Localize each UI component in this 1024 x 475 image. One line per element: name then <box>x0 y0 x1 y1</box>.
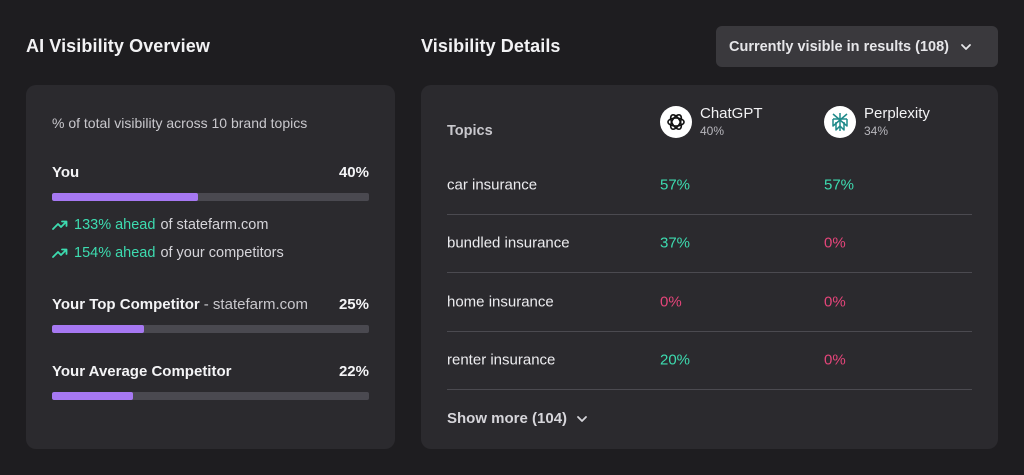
perplexity-visibility-cell: 0% <box>824 351 846 369</box>
table-row: car insurance 57% 57% <box>447 156 972 215</box>
table-row: bundled insurance 37% 0% <box>447 215 972 273</box>
chatgpt-visibility-cell: 0% <box>660 293 682 311</box>
topic-name: renter insurance <box>447 351 556 369</box>
chatgpt-visibility-cell: 57% <box>660 176 691 194</box>
openai-logo-icon <box>660 106 692 138</box>
avg-competitor-bar <box>52 392 369 400</box>
ahead-rest: of your competitors <box>160 245 284 261</box>
avg-competitor-label: Your Average Competitor <box>52 363 232 380</box>
top-competitor-value: 25% <box>338 296 369 313</box>
ahead-statefarm: 133% ahead of statefarm.com <box>52 217 268 233</box>
trending-up-icon <box>52 247 68 259</box>
avg-competitor-bar-fill <box>52 392 133 400</box>
top-competitor-bar-fill <box>52 325 144 333</box>
overview-caption: % of total visibility across 10 brand to… <box>52 115 308 131</box>
chatgpt-visibility-cell: 20% <box>660 351 691 369</box>
ahead-highlight: 133% ahead <box>74 217 156 233</box>
top-competitor-bar <box>52 325 369 333</box>
you-label: You <box>52 164 80 181</box>
details-panel: Topics ChatGPT 40% <box>421 85 998 449</box>
engine-header-chatgpt: ChatGPT 40% <box>660 105 763 139</box>
you-metric: You 40% <box>52 164 369 181</box>
show-more-label: Show more (104) <box>447 410 568 427</box>
you-value: 40% <box>338 164 369 181</box>
topics-header: Topics <box>447 123 493 139</box>
engine-name: Perplexity <box>864 105 930 122</box>
table-row: renter insurance 20% 0% <box>447 332 972 390</box>
perplexity-visibility-cell: 57% <box>824 176 855 194</box>
engine-header-perplexity: Perplexity 34% <box>824 105 930 139</box>
engine-pct: 34% <box>864 124 889 138</box>
chevron-down-icon <box>959 40 973 54</box>
filter-label: Currently visible in results (108) <box>729 38 949 55</box>
overview-title: AI Visibility Overview <box>26 36 210 56</box>
trending-up-icon <box>52 219 68 231</box>
top-competitor-label: Your Top Competitor - statefarm.com <box>52 296 308 313</box>
chatgpt-visibility-cell: 37% <box>660 234 691 252</box>
chevron-down-icon <box>575 412 589 426</box>
perplexity-visibility-cell: 0% <box>824 234 846 252</box>
you-bar <box>52 193 369 201</box>
visibility-filter-dropdown[interactable]: Currently visible in results (108) <box>716 26 998 67</box>
details-title: Visibility Details <box>421 36 561 56</box>
topic-name: home insurance <box>447 293 554 311</box>
table-row: home insurance 0% 0% <box>447 273 972 332</box>
perplexity-visibility-cell: 0% <box>824 293 846 311</box>
overview-panel: % of total visibility across 10 brand to… <box>26 85 395 449</box>
top-competitor-metric: Your Top Competitor - statefarm.com 25% <box>52 296 369 313</box>
avg-competitor-metric: Your Average Competitor 22% <box>52 363 369 380</box>
ahead-highlight: 154% ahead <box>74 245 156 261</box>
topic-name: bundled insurance <box>447 234 570 252</box>
top-competitor-domain: - statefarm.com <box>203 296 308 313</box>
you-bar-fill <box>52 193 198 201</box>
engine-pct: 40% <box>700 124 725 138</box>
show-more-button[interactable]: Show more (104) <box>447 410 589 427</box>
ahead-rest: of statefarm.com <box>160 217 269 233</box>
top-competitor-title: Your Top Competitor <box>52 296 200 313</box>
topic-name: car insurance <box>447 176 538 194</box>
engine-name: ChatGPT <box>700 105 763 122</box>
ahead-competitors: 154% ahead of your competitors <box>52 245 284 261</box>
perplexity-logo-icon <box>824 106 856 138</box>
avg-competitor-value: 22% <box>338 363 369 380</box>
